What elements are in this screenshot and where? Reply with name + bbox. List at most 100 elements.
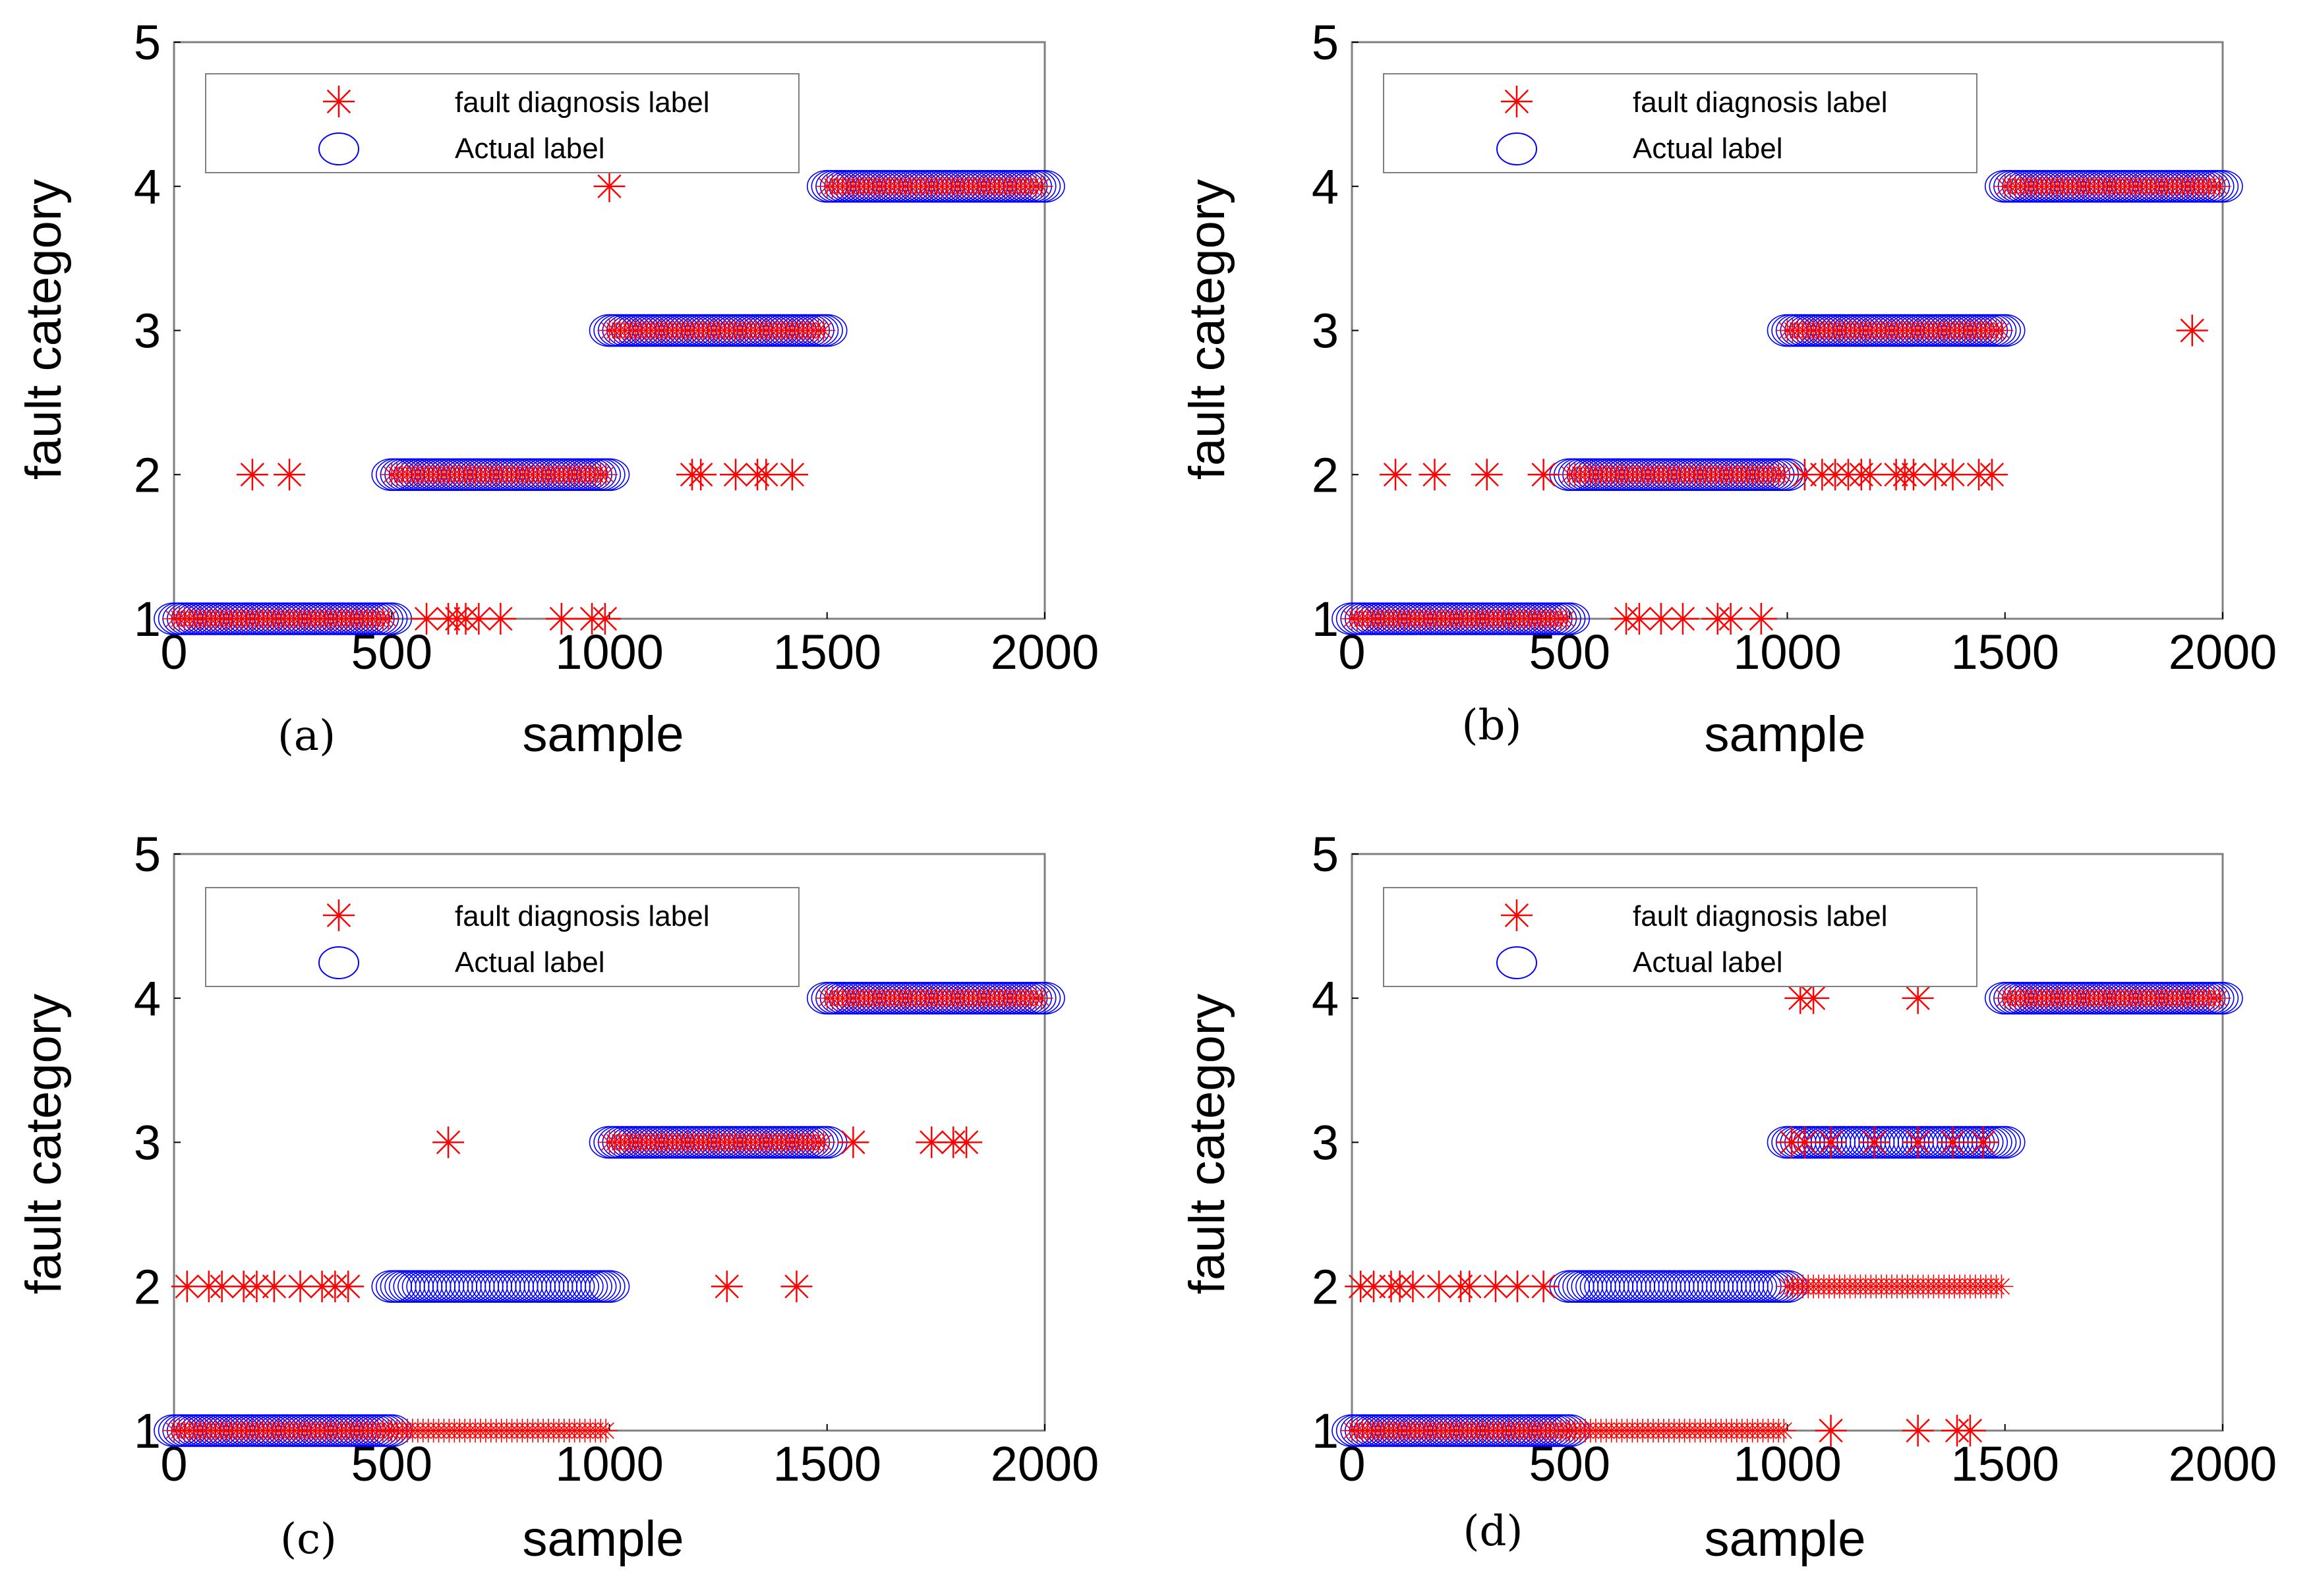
diagnosis-label-point [376,607,400,631]
diagnosis-label-point [594,463,618,487]
actual-label-point [506,1270,547,1303]
actual-label-point [458,1270,500,1303]
actual-label-point [463,1270,504,1303]
diagnosis-label-point [811,318,836,343]
misdiagnosis-point [711,1270,743,1303]
y-tick-label: 1 [1312,1404,1339,1458]
legend-star-icon [1501,86,1533,117]
y-tick-label: 5 [134,15,161,70]
y-axis-label: fault category [16,994,72,1294]
actual-label-point [1554,1270,1594,1303]
diagnosis-label-point [1029,986,1053,1010]
actual-label-point [563,1270,604,1303]
y-tick-label: 2 [1312,1259,1339,1314]
actual-label-point [1584,1270,1625,1303]
actual-label-point [1631,1270,1673,1303]
legend-box [1383,887,1977,987]
misdiagnosis-point [1798,982,1830,1014]
x-axis-label: sample [523,706,684,762]
x-tick-label: 1000 [555,625,664,679]
misdiagnosis-point [589,603,621,635]
actual-label-point [1641,1270,1682,1303]
x-tick-label: 1500 [773,625,881,679]
panel-c: 0 500 1000 1500 2000 1 2 3 4 5 fault diagnosis la… [0,798,1156,1596]
actual-label-point [1645,1270,1686,1303]
actual-label-point [1697,1270,1738,1303]
actual-label-point [423,1270,465,1303]
misdiagnosis-point [1471,459,1503,491]
actual-label-point [1601,1270,1643,1303]
actual-label-point [1728,1270,1769,1303]
actual-label-point [1566,1270,1608,1303]
x-tick-label: 1000 [555,1437,664,1491]
y-tick-label: 3 [1312,1116,1339,1170]
x-tick-label: 2000 [991,625,1099,679]
misdiagnosis-point [1745,603,1777,635]
actual-label-point [1571,1270,1612,1303]
actual-label-point [585,1270,626,1303]
actual-label-point [532,1270,573,1303]
y-tick-label: 2 [1312,447,1339,502]
legend-star-icon [1501,899,1533,931]
actual-label-point [467,1270,508,1303]
actual-label-point [575,1270,617,1303]
misdiagnosis-point [258,1270,290,1303]
legend: fault diagnosis label Actual label [205,887,800,987]
legend-entry-circle: Actual label [455,946,604,979]
misdiagnosis-point [1975,459,2008,491]
misdiagnosis-point [1815,1415,1847,1446]
y-tick-label: 5 [1312,15,1339,70]
misdiagnosis-point [1854,459,1886,491]
legend-star-icon [323,86,355,117]
legend-circle-icon [318,946,359,979]
x-tick-label: 1500 [773,1437,881,1491]
actual-label-point [401,1270,443,1303]
legend: fault diagnosis label Actual label [1383,73,1977,173]
legend-circle-icon [318,132,359,165]
y-tick-label: 2 [134,1259,161,1314]
panel-label: (a) [278,712,336,760]
y-tick-label: 4 [134,971,161,1026]
misdiagnosis-point [1453,1270,1486,1303]
diagnosis-label-point [811,1130,836,1154]
actual-label-point [1723,1270,1765,1303]
actual-label-point [571,1270,612,1303]
x-tick-label: 2000 [2169,625,2277,679]
actual-label-point [450,1270,490,1303]
actual-label-point [1588,1270,1629,1303]
actual-label-point [1627,1270,1668,1303]
actual-label-point [1662,1270,1703,1303]
actual-label-point [537,1270,578,1303]
misdiagnosis-point [1858,1126,1890,1158]
misdiagnosis-point [1937,459,1969,491]
misdiagnosis-point [1967,1126,1999,1158]
legend-entry-circle: Actual label [455,132,604,165]
actual-label-point [1714,1270,1756,1303]
actual-label-point [415,1270,456,1303]
actual-label-point [419,1270,460,1303]
actual-label-point [1606,1270,1647,1303]
actual-label-point [1653,1270,1695,1303]
actual-label-point [580,1270,622,1303]
misdiagnosis-point [1902,1415,1934,1446]
misdiagnosis-point [463,603,495,635]
actual-label-point [1736,1270,1778,1303]
diagnosis-label-point [1554,607,1578,631]
x-axis-label: sample [1705,1511,1866,1567]
misdiagnosis-point [545,603,577,635]
actual-label-point [388,1270,430,1303]
panel-label: (b) [1462,701,1522,750]
panel-d: 0 500 1000 1500 2000 1 2 3 4 5 fault diagnosis la… [1156,798,2311,1596]
actual-label-point [1658,1270,1699,1303]
panel-b: 0 500 1000 1500 2000 1 2 3 4 5 fault diagnosis la… [1156,0,2311,798]
misdiagnosis-point [1788,1126,1821,1158]
y-tick-label: 1 [1312,592,1339,646]
misdiagnosis-point [951,1126,983,1158]
actual-label-point [432,1270,473,1303]
misdiagnosis-point [685,459,717,491]
actual-label-point [1732,1270,1773,1303]
misdiagnosis-point [274,459,306,491]
x-tick-label: 2000 [2169,1437,2277,1491]
actual-label-point [384,1270,425,1303]
